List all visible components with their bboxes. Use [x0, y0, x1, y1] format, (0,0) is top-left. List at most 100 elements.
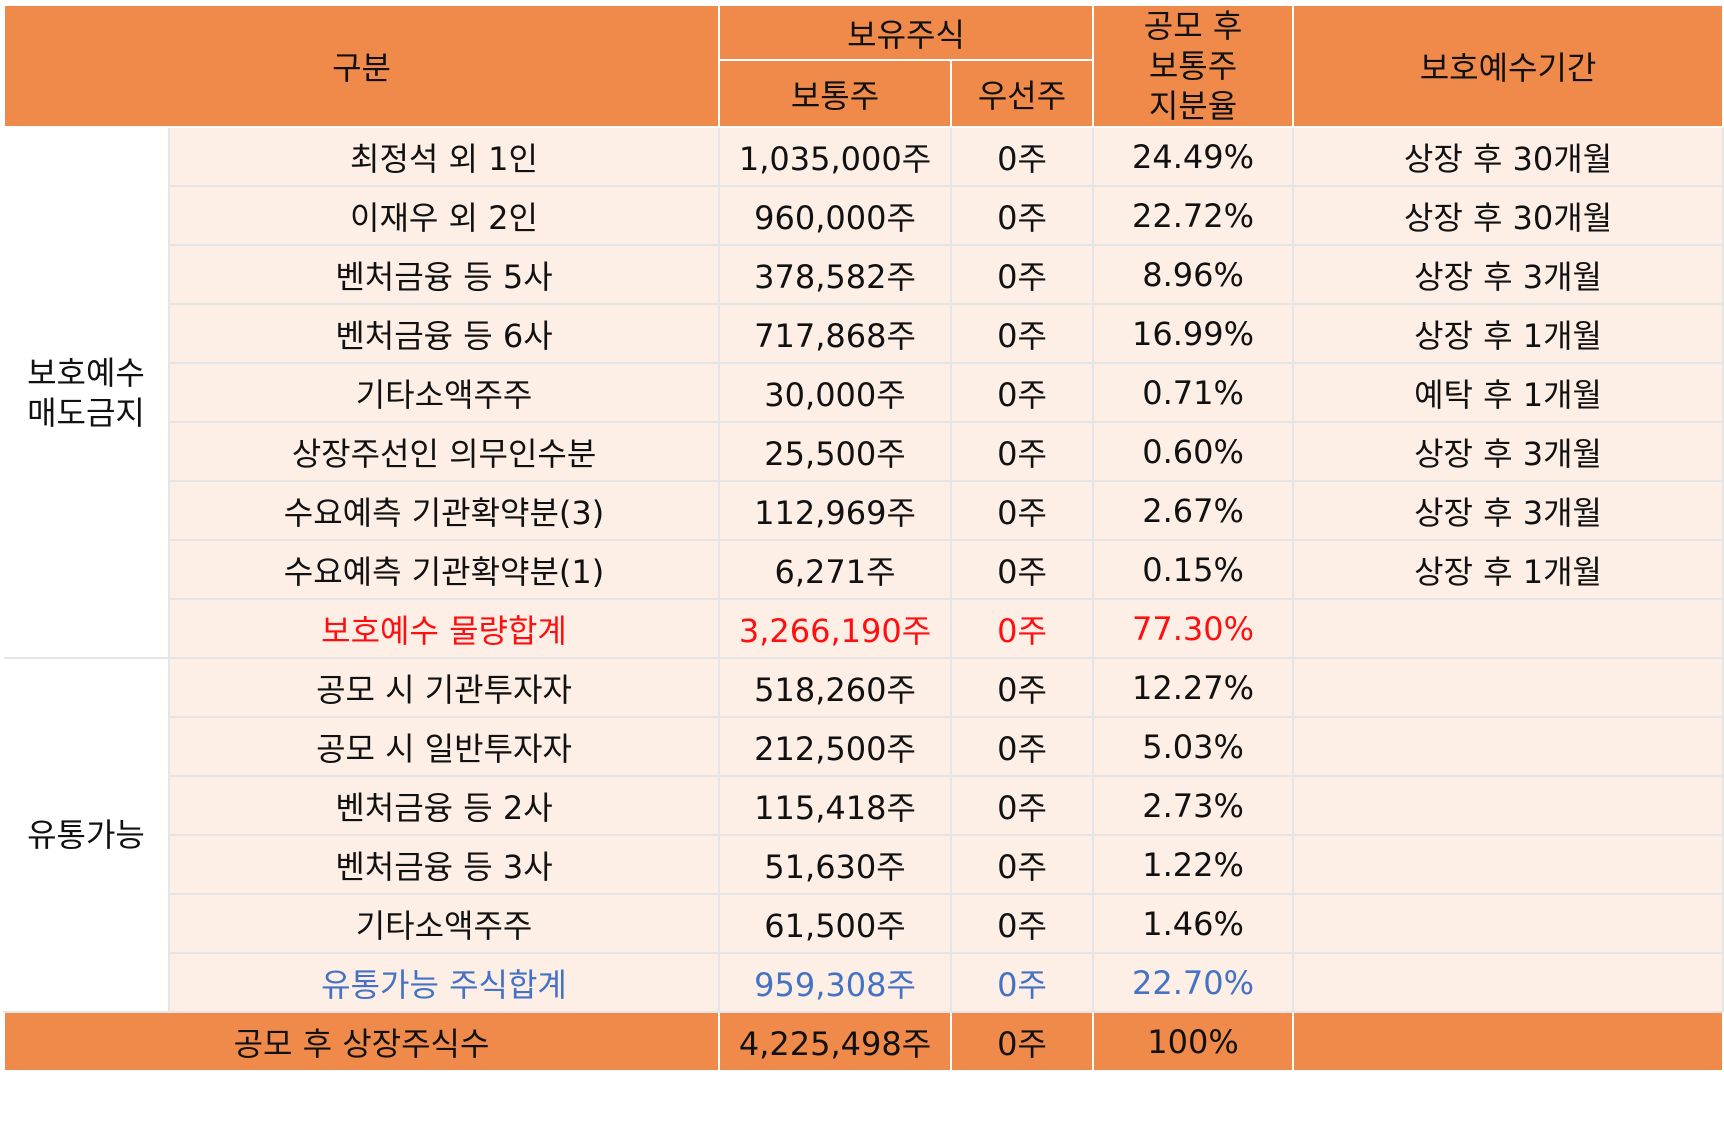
row-preferred-shares: 0주 [950, 598, 1095, 659]
row-common-shares: 3,266,190주 [718, 598, 953, 659]
lockup-table: 구분 보유주식 공모 후 보통주 지분율 보호예수기간 보통주 우선주 보호예수… [2, 4, 1724, 1072]
row-common-shares: 61,500주 [718, 893, 953, 954]
row-preferred-shares: 0주 [950, 539, 1095, 600]
row-common-shares: 717,868주 [718, 303, 953, 364]
row-common-shares: 115,418주 [718, 775, 953, 836]
row-preferred-shares: 0주 [950, 421, 1095, 482]
row-ratio: 22.70% [1092, 952, 1295, 1013]
row-ratio: 8.96% [1092, 244, 1295, 305]
row-name: 수요예측 기관확약분(3) [167, 480, 721, 541]
group-locked-line-1: 보호예수 [27, 353, 145, 392]
row-name: 공모 시 기관투자자 [167, 657, 721, 718]
row-ratio: 0.15% [1092, 539, 1295, 600]
row-lockup-period [1292, 657, 1724, 718]
table-row: 수요예측 기관확약분(1) 6,271주 0주 0.15% 상장 후 1개월 [4, 539, 1724, 600]
row-preferred-shares: 0주 [950, 185, 1095, 246]
header-ratio-line-1: 공모 후 [1143, 7, 1243, 45]
row-lockup-period [1292, 834, 1724, 895]
header-common: 보통주 [718, 59, 953, 128]
row-ratio: 5.03% [1092, 716, 1295, 777]
row-name: 벤처금융 등 2사 [167, 775, 721, 836]
grand-total-row: 공모 후 상장주식수 4,225,498주 0주 100% [2, 1011, 1724, 1072]
row-preferred-shares: 0주 [950, 657, 1095, 718]
row-preferred-shares: 0주 [950, 244, 1095, 305]
row-ratio: 22.72% [1092, 185, 1295, 246]
header-ratio: 공모 후 보통주 지분율 [1092, 4, 1295, 128]
row-lockup-period: 상장 후 30개월 [1292, 185, 1724, 246]
row-ratio: 1.22% [1092, 834, 1295, 895]
row-ratio: 16.99% [1092, 303, 1295, 364]
row-preferred-shares: 0주 [950, 126, 1095, 187]
row-lockup-period [1292, 716, 1724, 777]
header-preferred: 우선주 [950, 59, 1095, 128]
row-ratio: 12.27% [1092, 657, 1295, 718]
row-name: 공모 시 일반투자자 [167, 716, 721, 777]
table-row: 기타소액주주 61,500주 0주 1.46% [4, 893, 1724, 954]
group-locked-line-2: 매도금지 [27, 393, 145, 432]
grand-total-common: 4,225,498주 [718, 1011, 953, 1072]
row-common-shares: 378,582주 [718, 244, 953, 305]
row-lockup-period [1292, 952, 1724, 1013]
table-row: 이재우 외 2인 960,000주 0주 22.72% 상장 후 30개월 [4, 185, 1724, 246]
row-preferred-shares: 0주 [950, 362, 1095, 423]
row-lockup-period [1292, 598, 1724, 659]
row-common-shares: 30,000주 [718, 362, 953, 423]
row-common-shares: 51,630주 [718, 834, 953, 895]
table-row: 공모 시 일반투자자 212,500주 0주 5.03% [4, 716, 1724, 777]
table-row: 유통가능 공모 시 기관투자자 518,260주 0주 12.27% [4, 657, 1724, 1013]
row-ratio: 1.46% [1092, 893, 1295, 954]
row-common-shares: 112,969주 [718, 480, 953, 541]
row-preferred-shares: 0주 [950, 775, 1095, 836]
row-name: 벤처금융 등 6사 [167, 303, 721, 364]
table-row: 보호예수 매도금지 최정석 외 1인 1,035,000주 0주 24.49% 상장 후 3… [4, 126, 1724, 659]
row-ratio: 2.73% [1092, 775, 1295, 836]
row-lockup-period [1292, 893, 1724, 954]
row-preferred-shares: 0주 [950, 480, 1095, 541]
row-common-shares: 1,035,000주 [718, 126, 953, 187]
row-common-shares: 25,500주 [718, 421, 953, 482]
row-name: 기타소액주주 [167, 362, 721, 423]
row-ratio: 2.67% [1092, 480, 1295, 541]
header-ratio-line-3: 지분율 [1148, 87, 1238, 125]
table-row: 벤처금융 등 3사 51,630주 0주 1.22% [4, 834, 1724, 895]
row-lockup-period: 예탁 후 1개월 [1292, 362, 1724, 423]
grand-total-name: 공모 후 상장주식수 [2, 1011, 721, 1072]
row-name: 벤처금융 등 5사 [167, 244, 721, 305]
row-lockup-period: 상장 후 3개월 [1292, 244, 1724, 305]
row-name: 상장주선인 의무인수분 [167, 421, 721, 482]
header-category: 구분 [2, 4, 721, 128]
row-ratio: 0.60% [1092, 421, 1295, 482]
header-ratio-line-2: 보통주 [1148, 47, 1238, 85]
table-row: 벤처금융 등 6사 717,868주 0주 16.99% 상장 후 1개월 [4, 303, 1724, 364]
row-ratio: 0.71% [1092, 362, 1295, 423]
table-row: 수요예측 기관확약분(3) 112,969주 0주 2.67% 상장 후 3개월 [4, 480, 1724, 541]
row-name: 기타소액주주 [167, 893, 721, 954]
row-preferred-shares: 0주 [950, 893, 1095, 954]
row-name: 벤처금융 등 3사 [167, 834, 721, 895]
table-row: 보호예수 물량합계 3,266,190주 0주 77.30% [4, 598, 1724, 659]
grand-total-preferred: 0주 [950, 1011, 1095, 1072]
row-name: 유통가능 주식합계 [167, 952, 721, 1013]
row-common-shares: 959,308주 [718, 952, 953, 1013]
row-common-shares: 6,271주 [718, 539, 953, 600]
row-name: 최정석 외 1인 [167, 126, 721, 187]
table-row: 상장주선인 의무인수분 25,500주 0주 0.60% 상장 후 3개월 [4, 421, 1724, 482]
table-row: 벤처금융 등 5사 378,582주 0주 8.96% 상장 후 3개월 [4, 244, 1724, 305]
row-lockup-period: 상장 후 30개월 [1292, 126, 1724, 187]
row-name: 이재우 외 2인 [167, 185, 721, 246]
table-row: 벤처금융 등 2사 115,418주 0주 2.73% [4, 775, 1724, 836]
row-common-shares: 212,500주 [718, 716, 953, 777]
table-row: 기타소액주주 30,000주 0주 0.71% 예탁 후 1개월 [4, 362, 1724, 423]
row-lockup-period: 상장 후 1개월 [1292, 303, 1724, 364]
row-ratio: 77.30% [1092, 598, 1295, 659]
row-lockup-period: 상장 후 3개월 [1292, 421, 1724, 482]
row-name: 보호예수 물량합계 [167, 598, 721, 659]
row-ratio: 24.49% [1092, 126, 1295, 187]
row-preferred-shares: 0주 [950, 716, 1095, 777]
row-preferred-shares: 0주 [950, 952, 1095, 1013]
group-tradable: 유통가능 [4, 657, 170, 1013]
row-common-shares: 518,260주 [718, 657, 953, 718]
table-body: 보호예수 매도금지 최정석 외 1인 1,035,000주 0주 24.49% 상장 후 3… [2, 126, 1724, 1072]
row-lockup-period [1292, 775, 1724, 836]
grand-total-period [1292, 1011, 1724, 1072]
